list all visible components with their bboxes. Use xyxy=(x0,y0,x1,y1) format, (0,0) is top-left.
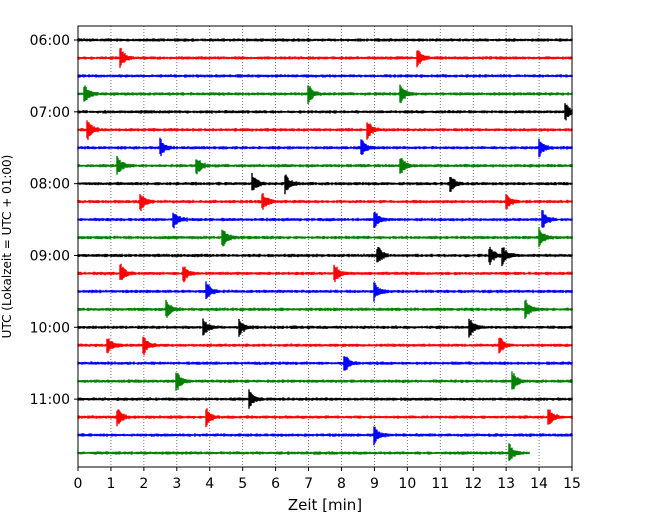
plot-frame xyxy=(77,25,573,468)
seismic-trace xyxy=(77,103,573,121)
y-tick-label: 07:00 xyxy=(30,105,70,121)
y-axis-label: UTC (Lokalzeit = UTC + 01:00) xyxy=(0,155,14,339)
x-tick-label: 0 xyxy=(74,476,83,492)
seismic-trace xyxy=(77,389,573,409)
x-tick-label: 15 xyxy=(563,476,581,492)
seismic-trace xyxy=(77,193,573,211)
x-tick-label: 1 xyxy=(106,476,115,492)
x-tick-label: 13 xyxy=(497,476,515,492)
y-axis: 06:00 07:00 08:00 09:00 10:00 11:00 xyxy=(30,33,78,408)
seismic-trace xyxy=(77,336,573,356)
x-tick-label: 7 xyxy=(304,476,313,492)
x-tick-label: 3 xyxy=(172,476,181,492)
y-tick-label: 11:00 xyxy=(30,392,70,408)
x-tick-label: 5 xyxy=(238,476,247,492)
x-tick-label: 9 xyxy=(370,476,379,492)
seismic-trace xyxy=(77,281,573,302)
seismic-trace xyxy=(77,227,573,248)
trace-group xyxy=(77,38,573,461)
seismic-trace xyxy=(77,318,573,338)
seismic-trace xyxy=(77,120,573,140)
seismic-trace xyxy=(77,426,573,446)
seismic-trace xyxy=(77,246,573,267)
seismic-trace xyxy=(77,356,573,371)
x-tick-label: 10 xyxy=(398,476,416,492)
seismic-trace xyxy=(77,263,573,283)
seismic-trace xyxy=(77,371,573,391)
seismic-trace xyxy=(77,173,573,195)
seismic-trace xyxy=(77,299,573,319)
x-axis: 0 1 2 3 4 5 6 7 8 9 10 11 12 13 14 15 xyxy=(74,467,581,492)
y-tick-label: 08:00 xyxy=(30,177,70,193)
x-tick-label: 6 xyxy=(271,476,280,492)
seismic-trace xyxy=(77,38,573,42)
seismic-trace xyxy=(77,47,573,68)
seismic-trace xyxy=(77,155,573,175)
seismic-trace xyxy=(77,210,573,229)
x-tick-label: 12 xyxy=(464,476,482,492)
x-tick-label: 14 xyxy=(530,476,548,492)
y-tick-label: 10:00 xyxy=(30,320,70,336)
x-tick-label: 4 xyxy=(205,476,214,492)
x-tick-label: 11 xyxy=(431,476,449,492)
seismic-trace xyxy=(77,74,573,78)
x-tick-label: 2 xyxy=(139,476,148,492)
x-axis-label: Zeit [min] xyxy=(288,496,362,514)
seismic-trace xyxy=(77,408,573,427)
y-tick-label: 06:00 xyxy=(30,33,70,49)
y-tick-label: 09:00 xyxy=(30,248,70,264)
seismic-trace xyxy=(77,137,573,158)
grid-lines xyxy=(110,26,540,467)
x-tick-label: 8 xyxy=(337,476,346,492)
seismic-trace xyxy=(77,84,573,104)
seismic-trace xyxy=(77,443,530,461)
